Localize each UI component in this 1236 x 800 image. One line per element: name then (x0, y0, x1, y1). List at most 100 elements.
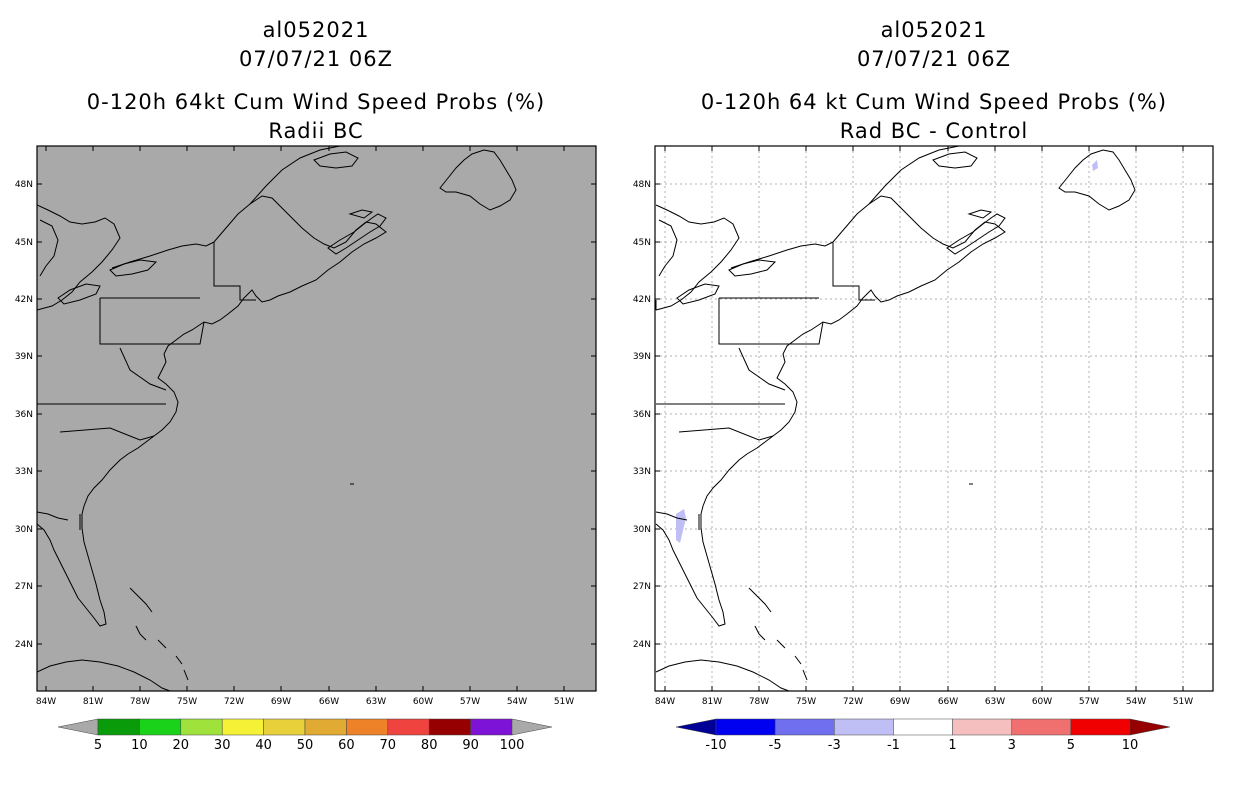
coastline-segment (967, 209, 993, 219)
coastline-segment (39, 219, 59, 277)
colorbar-swatch (470, 718, 513, 736)
colorbar-end-low (57, 718, 99, 736)
lon-label: 81W (702, 697, 722, 707)
lon-label: 69W (271, 697, 291, 707)
colorbar-label: 5 (1067, 738, 1075, 753)
lon-label: 54W (1126, 697, 1146, 707)
colorbar-swatch (952, 718, 1012, 736)
left-map-background (37, 146, 596, 691)
colorbar-end-low (675, 718, 717, 736)
coastline-segment (135, 625, 147, 641)
lon-label: 54W (507, 697, 527, 707)
diff-patch-florida (676, 509, 686, 543)
coastline-segment (37, 204, 121, 311)
lon-label: 84W (655, 697, 675, 707)
lon-label: 63W (366, 697, 386, 707)
right-map: 48N 45N 42N 39N 36N 33N 30N 27N 24N 84W 81W 78W 75W 7… (633, 145, 1214, 753)
colorbar-swatch (387, 718, 430, 736)
coastline-segment (119, 347, 167, 391)
coastline-segment (109, 259, 158, 277)
coastline-segment (802, 669, 808, 681)
right-datetime: 07/07/21 06Z (856, 47, 1012, 71)
colorbar-swatch (774, 718, 835, 736)
colorbar-swatch (139, 718, 182, 736)
coastline-segment (327, 213, 387, 255)
colorbar-label: 40 (255, 738, 272, 753)
lat-label: 45N (633, 238, 651, 248)
right-gridlines (655, 146, 1213, 691)
colorbar-label: 10 (131, 738, 148, 753)
coastline-segment (183, 669, 189, 681)
coastline-segment (794, 655, 802, 665)
colorbar-end-high (1129, 718, 1171, 736)
colorbar-swatch (1070, 718, 1131, 736)
colorbar-label: -3 (828, 738, 841, 753)
coastline-segment (655, 204, 740, 311)
coastline-segment (175, 655, 183, 665)
right-storm-id: al052021 (880, 18, 988, 42)
colorbar-label: 5 (94, 738, 102, 753)
right-map-frame (654, 145, 1214, 692)
lon-label: 84W (36, 697, 56, 707)
coastline-segment (111, 241, 215, 269)
right-diff-patches (676, 160, 1098, 543)
lon-label: 57W (1079, 697, 1099, 707)
colorbar-label: 90 (462, 738, 479, 753)
coastline-segment (1058, 149, 1136, 211)
lat-label: 48N (15, 180, 33, 190)
colorbar-label: -10 (705, 738, 726, 753)
colorbar-swatch (221, 718, 264, 736)
right-panel-header: al052021 07/07/21 06Z (655, 16, 1213, 74)
colorbar-label: 50 (297, 738, 314, 753)
colorbar-swatch (893, 718, 953, 736)
coastline-segment (678, 427, 774, 441)
left-colorbar: 5 10 20 30 40 50 60 70 80 90 100 (57, 718, 553, 753)
right-panel-titles: 0-120h 64 kt Cum Wind Speed Probs (%) Ra… (655, 88, 1213, 146)
coastline-segment (157, 639, 167, 649)
lon-label: 60W (413, 697, 433, 707)
lon-label: 81W (83, 697, 103, 707)
coastline-segment (658, 219, 678, 277)
right-subtitle: Rad BC - Control (839, 119, 1029, 143)
coastline-segment (37, 659, 171, 691)
coastline-segment (655, 659, 790, 691)
lon-label: 72W (843, 697, 863, 707)
lon-label: 51W (554, 697, 574, 707)
colorbar-label: -5 (769, 738, 782, 753)
colorbar-swatch (304, 718, 347, 736)
coastline-segment (57, 283, 101, 305)
lat-label: 36N (633, 410, 651, 420)
coastline-segment (313, 151, 359, 169)
left-title: 0-120h 64kt Cum Wind Speed Probs (%) (86, 90, 546, 114)
colorbar-label: 3 (1008, 738, 1016, 753)
coastline-segment (754, 625, 766, 641)
lat-label: 24N (633, 640, 651, 650)
left-panel-header: al052021 07/07/21 06Z (36, 16, 596, 74)
colorbar-swatch (715, 718, 776, 736)
lat-label: 42N (633, 295, 651, 305)
lat-label: 45N (15, 238, 33, 248)
lat-label: 33N (633, 467, 651, 477)
colorbar-swatch (97, 718, 140, 736)
right-title: 0-120h 64 kt Cum Wind Speed Probs (%) (700, 90, 1168, 114)
lon-label: 60W (1032, 697, 1052, 707)
coastline-segment (728, 259, 777, 277)
lat-label: 30N (15, 525, 33, 535)
coastline-segment (99, 298, 205, 345)
coastline-segment (249, 146, 341, 205)
lon-label: 66W (319, 697, 339, 707)
lat-label: 48N (633, 180, 651, 190)
colorbar-label: 80 (421, 738, 438, 753)
lon-label: 51W (1173, 697, 1193, 707)
colorbar-end-high (511, 718, 553, 736)
lon-label: 66W (938, 697, 958, 707)
left-coastlines (37, 146, 517, 691)
lat-label: 39N (633, 352, 651, 362)
left-subtitle: Radii BC (268, 119, 364, 143)
colorbar-swatch (1011, 718, 1072, 736)
diff-patch-newfoundland (1092, 160, 1098, 171)
coastline-segment (738, 347, 786, 391)
left-datetime: 07/07/21 06Z (238, 47, 394, 71)
lat-label: 27N (15, 582, 33, 592)
lon-label: 78W (130, 697, 150, 707)
